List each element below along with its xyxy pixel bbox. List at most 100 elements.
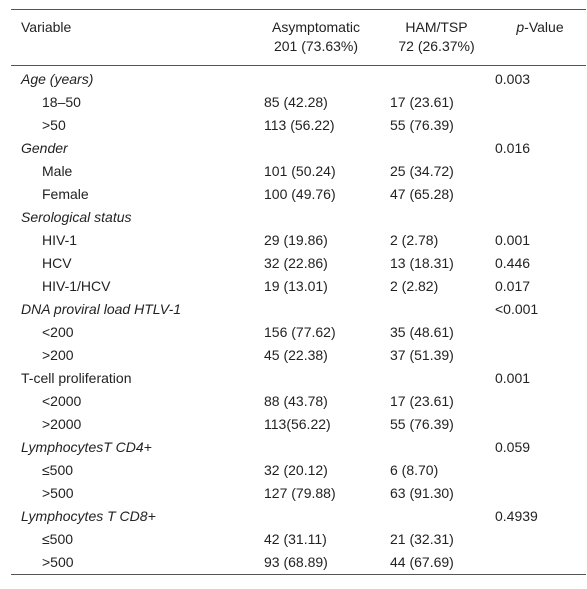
p-value: 0.017 [495,278,531,294]
category-label: DNA proviral load HTLV-1 [21,301,182,317]
subcategory-label: Male [42,163,73,179]
subcategory-label: >500 [42,554,74,570]
ham-tsp-value: 63 (91.30) [390,485,454,501]
p-value: 0.003 [495,71,531,87]
header-ham-title: HAM/TSP [405,19,468,35]
table-row: HCV 32 (22.86) 13 (18.31) 0.446 [11,252,586,275]
subcategory-label: <200 [42,324,74,340]
asymptomatic-value [253,436,379,459]
table-row-category: Gender 0.016 [11,137,586,160]
p-value [494,91,586,114]
ham-tsp-value [379,436,494,459]
ham-tsp-value: 55 (76.39) [390,416,454,432]
asymptomatic-value: 19 (13.01) [264,278,328,294]
ham-tsp-value [379,66,494,92]
asymptomatic-value [253,367,379,390]
table-body: Age (years) 0.003 18–50 85 (42.28) 17 (23.61… [11,66,586,575]
ham-tsp-value: 47 (65.28) [390,186,454,202]
table-row: HIV-1/HCV 19 (13.01) 2 (2.82) 0.017 [11,275,586,298]
table-row: >50 113 (56.22) 55 (76.39) [11,114,586,137]
p-value [494,206,586,229]
subcategory-label: HIV-1 [42,232,78,248]
p-value [494,390,586,413]
table-row: >2000 113(56.22) 55 (76.39) [11,413,586,436]
asymptomatic-value [253,66,379,92]
subcategory-label: Female [42,186,89,202]
p-value [494,114,586,137]
ham-tsp-value: 17 (23.61) [390,94,454,110]
category-label: Lymphocytes T CD8+ [21,508,156,524]
ham-tsp-value: 37 (51.39) [390,347,454,363]
header-variable: Variable [11,10,253,66]
table-row-category: DNA proviral load HTLV-1 <0.001 [11,298,586,321]
table-row: >500 127 (79.88) 63 (91.30) [11,482,586,505]
category-label: Gender [21,140,68,156]
ham-tsp-value [379,206,494,229]
table-row-category: LymphocytesT CD4+ 0.059 [11,436,586,459]
subcategory-label: HCV [42,255,72,271]
header-ham-tsp: HAM/TSP 72 (26.37%) [379,10,494,66]
p-value [494,321,586,344]
asymptomatic-value: 101 (50.24) [264,163,336,179]
results-table-container: Variable Asymptomatic 201 (73.63%) HAM/T… [11,9,586,575]
asymptomatic-value: 88 (43.78) [264,393,328,409]
ham-tsp-value: 13 (18.31) [390,255,454,271]
ham-tsp-value [379,137,494,160]
asymptomatic-value: 93 (68.89) [264,554,328,570]
table-row: >200 45 (22.38) 37 (51.39) [11,344,586,367]
table-row-category: Age (years) 0.003 [11,66,586,92]
asymptomatic-value: 32 (22.86) [264,255,328,271]
category-label: Age (years) [21,71,94,87]
subcategory-label: <2000 [42,393,82,409]
ham-tsp-value: 2 (2.82) [390,278,439,294]
p-value [494,344,586,367]
category-label: Serological status [21,209,132,225]
header-row: Variable Asymptomatic 201 (73.63%) HAM/T… [11,9,586,66]
table-row: >500 93 (68.89) 44 (67.69) [11,551,586,575]
subcategory-label: >200 [42,347,74,363]
header-p-value: p-Value [494,10,586,66]
ham-tsp-value [379,505,494,528]
table-row-category: T-cell proliferation 0.001 [11,367,586,390]
subcategory-label: 18–50 [42,94,81,110]
category-label: T-cell proliferation [21,370,132,386]
p-value: 0.059 [495,439,531,455]
asymptomatic-value: 85 (42.28) [264,94,328,110]
table-row: ≤500 32 (20.12) 6 (8.70) [11,459,586,482]
table-row: Male 101 (50.24) 25 (34.72) [11,160,586,183]
ham-tsp-value: 2 (2.78) [390,232,439,248]
table-row: <200 156 (77.62) 35 (48.61) [11,321,586,344]
p-value [494,160,586,183]
asymptomatic-value: 156 (77.62) [264,324,336,340]
ham-tsp-value: 17 (23.61) [390,393,454,409]
asymptomatic-value: 113(56.22) [264,416,331,432]
p-value: 0.001 [495,232,531,248]
p-value [494,183,586,206]
asymptomatic-value: 32 (20.12) [264,462,328,478]
p-value [494,551,586,575]
header-asymptomatic: Asymptomatic 201 (73.63%) [253,10,379,66]
table-header: Variable Asymptomatic 201 (73.63%) HAM/T… [11,9,586,66]
subcategory-label: >500 [42,485,74,501]
header-p-italic: p [516,19,525,35]
table-row: HIV-1 29 (19.86) 2 (2.78) 0.001 [11,229,586,252]
p-value: 0.4939 [495,508,538,524]
category-label: LymphocytesT CD4+ [21,439,152,455]
header-variable-label: Variable [21,19,72,35]
asymptomatic-value: 100 (49.76) [264,186,336,202]
ham-tsp-value [379,298,494,321]
p-value: 0.016 [495,140,531,156]
table-row-category: Lymphocytes T CD8+ 0.4939 [11,505,586,528]
asymptomatic-value [253,206,379,229]
ham-tsp-value: 25 (34.72) [390,163,454,179]
subcategory-label: >50 [42,117,66,133]
header-ham-count: 72 (26.37%) [398,38,475,54]
p-value [494,482,586,505]
asymptomatic-value: 45 (22.38) [264,347,328,363]
asymptomatic-value: 127 (79.88) [264,485,336,501]
asymptomatic-value [253,298,379,321]
table-row: <2000 88 (43.78) 17 (23.61) [11,390,586,413]
p-value: 0.446 [495,255,531,271]
p-value: 0.001 [495,370,531,386]
ham-tsp-value: 35 (48.61) [390,324,454,340]
